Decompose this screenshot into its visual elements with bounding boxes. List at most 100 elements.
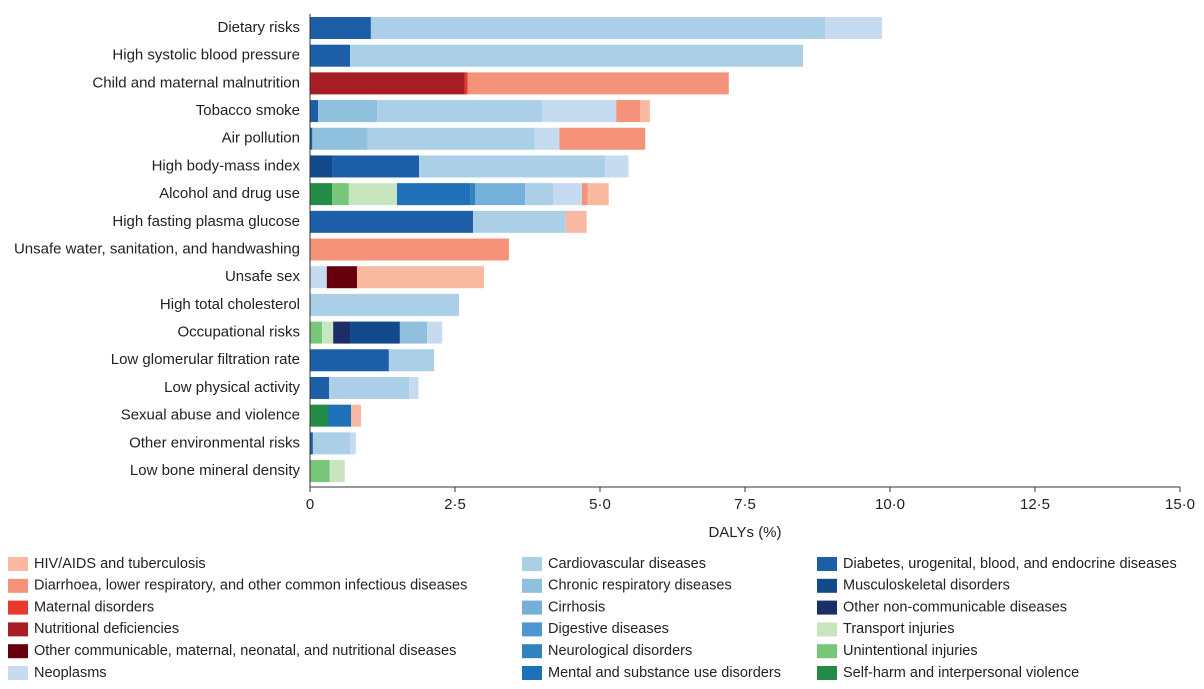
legend-label: Neoplasms [34,665,107,681]
bar-segment [565,210,587,233]
legend-label: Mental and substance use disorders [548,665,781,681]
bar-segment [640,100,650,123]
bar-segment [326,266,357,289]
category-label: Low glomerular filtration rate [111,351,300,368]
bar-segment [310,404,328,427]
bar-segment [356,266,484,289]
legend-label: Other communicable, maternal, neonatal, … [34,643,456,659]
bar-segment [348,183,397,206]
x-tick-label: 12·5 [1020,496,1050,513]
bar-segment [350,432,356,455]
category-label: Other environmental risks [129,434,300,451]
category-label: High systolic blood pressure [112,47,300,64]
legend-swatch [8,666,28,680]
legend-swatch [522,666,542,680]
legend-label: Neurological disorders [548,643,692,659]
legend-swatch [817,622,837,637]
category-label: Occupational risks [177,324,300,341]
legend-swatch [522,644,542,659]
category-label: Tobacco smoke [196,102,300,119]
category-label: Unsafe water, sanitation, and handwashin… [14,240,300,257]
legend-label: HIV/AIDS and tuberculosis [34,556,206,572]
bar-segment [332,183,349,206]
legend-swatch [8,578,28,593]
category-label: High fasting plasma glucose [112,213,300,230]
bar-segment [312,432,351,455]
category-label: High body-mass index [152,157,301,174]
legend-swatch [522,622,542,637]
bar-segment [616,100,641,123]
bar-segment [310,100,319,123]
bar-segment [525,183,554,206]
legend-swatch [8,622,28,637]
legend-swatch [8,644,28,659]
bar-segment [350,321,400,344]
bar-segment [427,321,443,344]
x-tick-label: 7·5 [734,496,756,513]
legend-label: Cirrhosis [548,599,605,615]
bar-segment [582,183,588,206]
legend-swatch [817,578,837,593]
legend-swatch [817,557,837,571]
bar-segment [327,404,352,427]
bar-segment [399,321,428,344]
bar-segment [322,321,334,344]
category-label: Air pollution [222,130,300,147]
legend-label: Chronic respiratory diseases [548,578,732,594]
bar-segment [310,155,333,178]
bar-segment [310,460,330,483]
legend-label: Diarrhoea, lower respiratory, and other … [34,578,467,594]
bar-segment [464,72,468,95]
legend-label: Unintentional injuries [843,643,978,659]
legend-swatch [817,600,837,615]
x-tick-label: 10·0 [875,496,905,513]
bar-segment [310,127,313,150]
bar-segment [534,127,560,150]
legend-label: Digestive diseases [548,621,669,637]
category-label: Dietary risks [217,19,300,36]
category-label: High total cholesterol [160,296,300,313]
bar-segment [310,17,371,39]
legend-label: Maternal disorders [34,599,154,615]
bar-segment [310,432,313,455]
bar-segment [312,127,368,150]
bar-segment [318,100,378,123]
category-label: Alcohol and drug use [159,185,300,202]
bar-segment [332,155,420,178]
bar-segment [475,183,526,206]
legend-label: Diabetes, urogenital, blood, and endocri… [843,556,1177,572]
bar-segment [472,210,566,233]
bar-segment [310,321,323,344]
category-label: Low bone mineral density [130,462,301,479]
legend-label: Musculoskeletal disorders [843,578,1010,594]
category-label: Low physical activity [164,379,300,396]
bar-segment [310,210,473,233]
bar-segment [310,238,509,261]
bar-segment [329,376,410,399]
bar-segment [310,266,327,289]
x-tick-label: 0 [306,496,314,513]
bar-segment [605,155,629,178]
legend-label: Self-harm and interpersonal violence [843,665,1079,681]
bar-segment [310,376,330,399]
bar-segment [825,17,882,39]
bar-segment [553,183,583,206]
bar-segment [470,183,476,206]
x-tick-label: 15·0 [1165,496,1195,513]
bar-segment [367,127,535,150]
legend-swatch [522,600,542,615]
legend-swatch [8,557,28,571]
bar-segment [329,460,345,483]
legend-swatch [522,557,542,571]
legend-label: Cardiovascular diseases [548,556,706,572]
bar-segment [351,404,362,427]
category-label: Child and maternal malnutrition [92,74,300,91]
bar-segment [310,183,333,206]
legend-swatch [817,644,837,659]
legend-label: Transport injuries [843,621,954,637]
bar-segment [388,349,435,372]
bar-segment [310,72,465,95]
bar-segment [419,155,606,178]
